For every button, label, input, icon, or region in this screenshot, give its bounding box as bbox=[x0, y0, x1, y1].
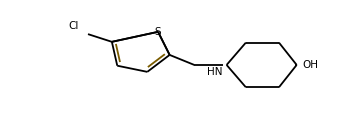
Text: Cl: Cl bbox=[68, 21, 79, 31]
Text: S: S bbox=[155, 27, 161, 37]
Text: HN: HN bbox=[207, 67, 223, 77]
Text: OH: OH bbox=[303, 60, 319, 70]
